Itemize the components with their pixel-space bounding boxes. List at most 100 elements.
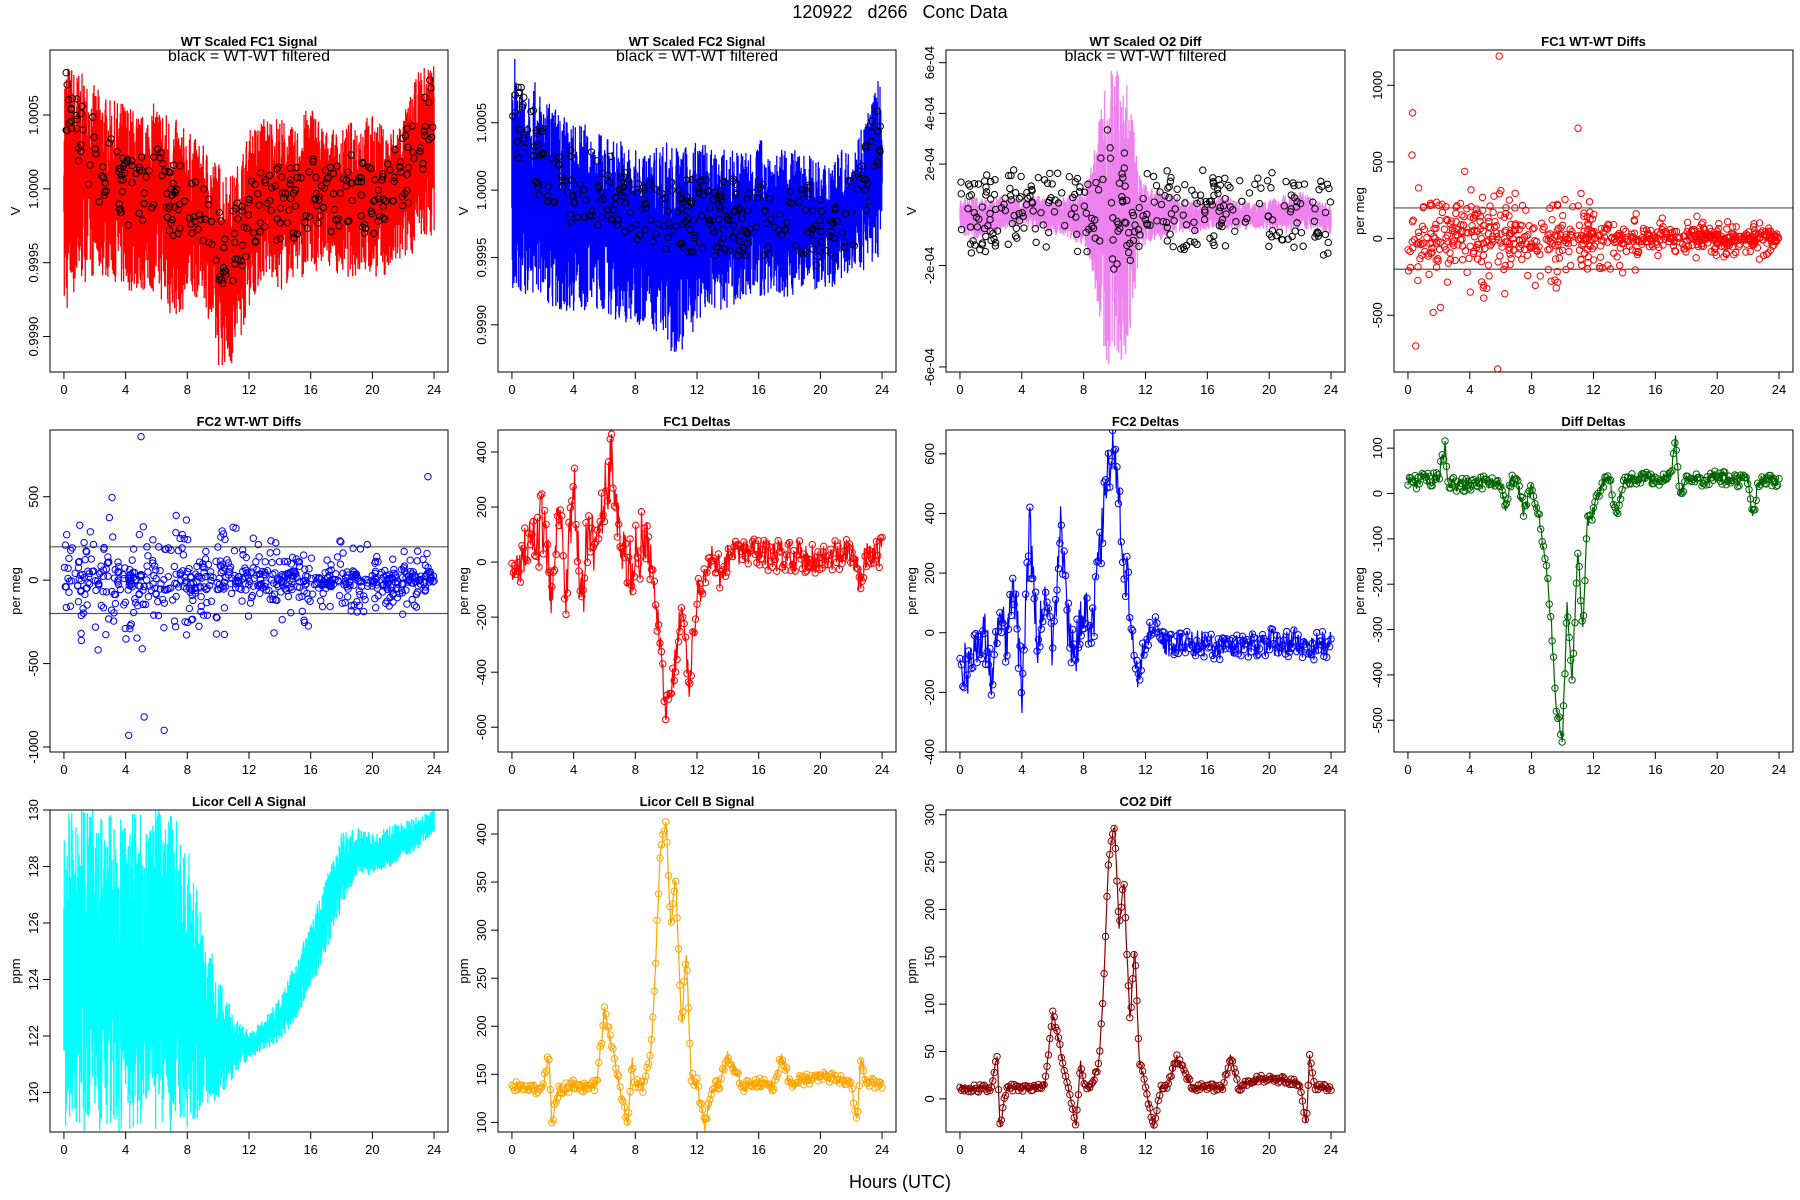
data-point xyxy=(734,1069,742,1077)
data-point xyxy=(656,639,664,647)
data-point xyxy=(256,589,264,597)
data-point xyxy=(1019,669,1027,678)
data-point xyxy=(1294,1081,1302,1089)
data-point xyxy=(1416,254,1424,263)
data-point xyxy=(1715,219,1723,228)
data-point xyxy=(108,493,116,502)
data-point xyxy=(77,147,85,156)
data-point xyxy=(293,582,302,591)
series-line xyxy=(959,430,1332,714)
data-point xyxy=(356,590,364,599)
data-point xyxy=(430,577,438,585)
x-tick-label: 16 xyxy=(303,382,317,397)
data-point xyxy=(632,521,640,529)
data-point xyxy=(1094,186,1103,194)
data-point xyxy=(1498,486,1506,495)
data-point xyxy=(1674,234,1683,242)
data-point xyxy=(593,526,602,534)
data-point xyxy=(1234,1085,1242,1093)
data-point xyxy=(238,241,247,249)
data-point xyxy=(1544,236,1552,245)
data-point xyxy=(978,239,987,247)
data-point xyxy=(733,541,741,550)
data-point xyxy=(1616,236,1625,245)
data-point xyxy=(1121,182,1129,190)
data-point xyxy=(129,608,138,617)
data-point xyxy=(1089,224,1098,232)
data-point xyxy=(172,528,180,537)
data-point xyxy=(669,900,677,908)
data-point xyxy=(1103,126,1112,134)
data-point xyxy=(249,582,257,590)
x-tick-label: 8 xyxy=(1080,762,1087,777)
data-point xyxy=(367,164,375,173)
data-point xyxy=(379,170,387,178)
data-point xyxy=(281,585,289,593)
data-point xyxy=(849,1099,858,1107)
data-point xyxy=(703,187,712,195)
data-point xyxy=(390,565,398,574)
data-point xyxy=(1590,234,1599,243)
data-point xyxy=(742,252,750,260)
data-point xyxy=(103,559,112,567)
data-point xyxy=(1040,176,1049,184)
data-point xyxy=(661,818,670,826)
data-point xyxy=(355,587,363,595)
data-point xyxy=(741,552,750,560)
data-point xyxy=(535,191,543,199)
data-point xyxy=(63,126,71,135)
data-point xyxy=(128,556,136,564)
data-point xyxy=(1171,648,1180,657)
data-point xyxy=(1681,245,1689,253)
data-point xyxy=(615,520,623,528)
data-point xyxy=(1199,166,1207,174)
data-point xyxy=(810,557,818,565)
data-point xyxy=(1108,255,1117,263)
data-point xyxy=(1210,191,1218,200)
data-point xyxy=(160,575,168,584)
data-point xyxy=(1572,579,1581,587)
data-point xyxy=(1013,1082,1021,1090)
data-point xyxy=(740,538,748,546)
data-point xyxy=(1120,149,1129,157)
y-tick-label: -200 xyxy=(474,604,489,630)
data-point xyxy=(1549,653,1558,661)
data-point xyxy=(1116,487,1124,495)
data-point xyxy=(607,430,616,438)
data-point xyxy=(717,1074,725,1083)
data-point xyxy=(783,218,791,226)
data-point xyxy=(67,105,75,114)
data-point xyxy=(1169,242,1177,251)
data-point xyxy=(113,147,121,156)
data-point xyxy=(332,216,340,224)
data-point xyxy=(1564,613,1572,621)
data-point xyxy=(965,192,974,200)
x-tick-label: 8 xyxy=(184,762,191,777)
panel-title: CO2 Diff xyxy=(1120,794,1173,809)
data-point xyxy=(1477,257,1486,266)
data-point xyxy=(1426,199,1435,208)
data-point xyxy=(633,188,642,197)
data-point xyxy=(165,168,173,176)
data-point xyxy=(1167,210,1176,218)
data-point xyxy=(674,637,683,646)
data-point xyxy=(1671,247,1679,255)
data-point xyxy=(661,715,670,724)
data-point xyxy=(684,1004,693,1012)
data-point xyxy=(230,238,239,247)
data-point xyxy=(291,202,300,210)
data-point xyxy=(391,578,400,587)
x-tick-label: 4 xyxy=(122,762,129,777)
data-point xyxy=(1684,242,1693,250)
x-tick-label: 4 xyxy=(1018,382,1025,397)
data-point xyxy=(681,633,690,641)
data-point xyxy=(151,584,159,592)
data-point xyxy=(660,827,668,835)
data-point xyxy=(95,198,103,206)
data-point xyxy=(148,204,156,212)
data-point xyxy=(532,552,540,561)
data-point xyxy=(1427,249,1435,257)
x-tick-label: 16 xyxy=(751,1142,765,1157)
data-point xyxy=(744,189,753,198)
